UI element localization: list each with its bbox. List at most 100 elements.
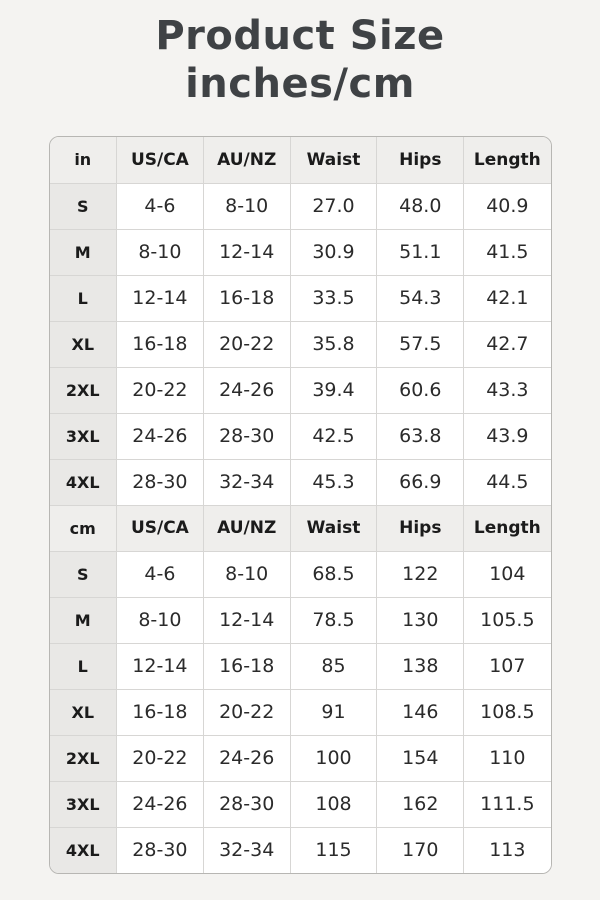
value-waist: 78.5 bbox=[290, 597, 378, 644]
value-waist: 39.4 bbox=[290, 367, 378, 414]
value-aunz: 24-26 bbox=[203, 735, 291, 782]
column-header-aunz: AU/NZ bbox=[203, 137, 291, 184]
column-header-hips: Hips bbox=[376, 505, 465, 552]
value-hips: 63.8 bbox=[376, 413, 465, 460]
value-aunz: 8-10 bbox=[203, 183, 291, 230]
value-hips: 138 bbox=[376, 643, 465, 690]
value-waist: 85 bbox=[290, 643, 378, 690]
value-hips: 60.6 bbox=[376, 367, 465, 414]
value-waist: 108 bbox=[290, 781, 378, 828]
value-usca: 4-6 bbox=[116, 551, 204, 598]
table-row-cm-l: L 12-14 16-18 85 138 107 bbox=[49, 643, 551, 690]
value-usca: 24-26 bbox=[116, 413, 204, 460]
column-header-usca: US/CA bbox=[116, 137, 204, 184]
value-usca: 16-18 bbox=[116, 321, 204, 368]
size-label: M bbox=[49, 597, 117, 644]
value-waist: 68.5 bbox=[290, 551, 378, 598]
value-aunz: 16-18 bbox=[203, 275, 291, 322]
value-length: 110 bbox=[463, 735, 551, 782]
column-header-waist: Waist bbox=[290, 505, 378, 552]
table-row-cm-m: M 8-10 12-14 78.5 130 105.5 bbox=[49, 597, 551, 644]
size-label: XL bbox=[49, 321, 117, 368]
value-waist: 27.0 bbox=[290, 183, 378, 230]
value-length: 105.5 bbox=[463, 597, 551, 644]
size-label: 2XL bbox=[49, 735, 117, 782]
size-label: 2XL bbox=[49, 367, 117, 414]
table-row-in-4xl: 4XL 28-30 32-34 45.3 66.9 44.5 bbox=[49, 459, 551, 506]
value-hips: 66.9 bbox=[376, 459, 465, 506]
size-label: S bbox=[49, 551, 117, 598]
value-waist: 100 bbox=[290, 735, 378, 782]
column-header-unit-cm: cm bbox=[49, 505, 117, 552]
value-usca: 28-30 bbox=[116, 459, 204, 506]
value-hips: 170 bbox=[376, 827, 465, 873]
value-hips: 122 bbox=[376, 551, 465, 598]
size-label: S bbox=[49, 183, 117, 230]
value-length: 42.7 bbox=[463, 321, 551, 368]
value-usca: 28-30 bbox=[116, 827, 204, 873]
page-title-line2: inches/cm bbox=[185, 61, 415, 107]
value-aunz: 28-30 bbox=[203, 781, 291, 828]
table-row-in-m: M 8-10 12-14 30.9 51.1 41.5 bbox=[49, 229, 551, 276]
value-aunz: 20-22 bbox=[203, 321, 291, 368]
value-waist: 30.9 bbox=[290, 229, 378, 276]
table-row-cm-xl: XL 16-18 20-22 91 146 108.5 bbox=[49, 689, 551, 736]
size-label: L bbox=[49, 643, 117, 690]
value-aunz: 12-14 bbox=[203, 597, 291, 644]
table-row-in-3xl: 3XL 24-26 28-30 42.5 63.8 43.9 bbox=[49, 413, 551, 460]
value-aunz: 28-30 bbox=[203, 413, 291, 460]
value-usca: 8-10 bbox=[116, 597, 204, 644]
value-length: 41.5 bbox=[463, 229, 551, 276]
value-usca: 12-14 bbox=[116, 643, 204, 690]
value-hips: 54.3 bbox=[376, 275, 465, 322]
value-length: 104 bbox=[463, 551, 551, 598]
value-length: 43.9 bbox=[463, 413, 551, 460]
value-aunz: 12-14 bbox=[203, 229, 291, 276]
value-length: 40.9 bbox=[463, 183, 551, 230]
value-length: 42.1 bbox=[463, 275, 551, 322]
column-header-usca: US/CA bbox=[116, 505, 204, 552]
value-waist: 42.5 bbox=[290, 413, 378, 460]
value-aunz: 32-34 bbox=[203, 827, 291, 873]
value-waist: 115 bbox=[290, 827, 378, 873]
value-usca: 4-6 bbox=[116, 183, 204, 230]
size-label: 3XL bbox=[49, 413, 117, 460]
column-header-unit-in: in bbox=[49, 137, 117, 184]
size-label: M bbox=[49, 229, 117, 276]
value-hips: 162 bbox=[376, 781, 465, 828]
table-row-cm-s: S 4-6 8-10 68.5 122 104 bbox=[49, 551, 551, 598]
value-hips: 51.1 bbox=[376, 229, 465, 276]
value-length: 44.5 bbox=[463, 459, 551, 506]
value-waist: 91 bbox=[290, 689, 378, 736]
value-length: 43.3 bbox=[463, 367, 551, 414]
table-header-row-inches: in US/CA AU/NZ Waist Hips Length bbox=[49, 137, 551, 184]
table-header-row-cm: cm US/CA AU/NZ Waist Hips Length bbox=[49, 505, 551, 552]
value-length: 111.5 bbox=[463, 781, 551, 828]
table-row-in-2xl: 2XL 20-22 24-26 39.4 60.6 43.3 bbox=[49, 367, 551, 414]
column-header-waist: Waist bbox=[290, 137, 378, 184]
table-row-in-l: L 12-14 16-18 33.5 54.3 42.1 bbox=[49, 275, 551, 322]
table-row-in-s: S 4-6 8-10 27.0 48.0 40.9 bbox=[49, 183, 551, 230]
value-aunz: 8-10 bbox=[203, 551, 291, 598]
value-length: 113 bbox=[463, 827, 551, 873]
size-label: 4XL bbox=[49, 827, 117, 873]
page-title-line1: Product Size bbox=[155, 13, 445, 59]
value-aunz: 20-22 bbox=[203, 689, 291, 736]
value-waist: 35.8 bbox=[290, 321, 378, 368]
size-table: in US/CA AU/NZ Waist Hips Length S 4-6 8… bbox=[49, 137, 551, 873]
size-label: 3XL bbox=[49, 781, 117, 828]
value-usca: 12-14 bbox=[116, 275, 204, 322]
column-header-hips: Hips bbox=[376, 137, 465, 184]
column-header-length: Length bbox=[463, 137, 551, 184]
size-label: XL bbox=[49, 689, 117, 736]
column-header-aunz: AU/NZ bbox=[203, 505, 291, 552]
value-usca: 20-22 bbox=[116, 367, 204, 414]
table-row-cm-4xl: 4XL 28-30 32-34 115 170 113 bbox=[49, 827, 551, 873]
value-usca: 16-18 bbox=[116, 689, 204, 736]
value-usca: 8-10 bbox=[116, 229, 204, 276]
value-waist: 45.3 bbox=[290, 459, 378, 506]
value-aunz: 16-18 bbox=[203, 643, 291, 690]
value-hips: 57.5 bbox=[376, 321, 465, 368]
value-length: 107 bbox=[463, 643, 551, 690]
value-aunz: 32-34 bbox=[203, 459, 291, 506]
